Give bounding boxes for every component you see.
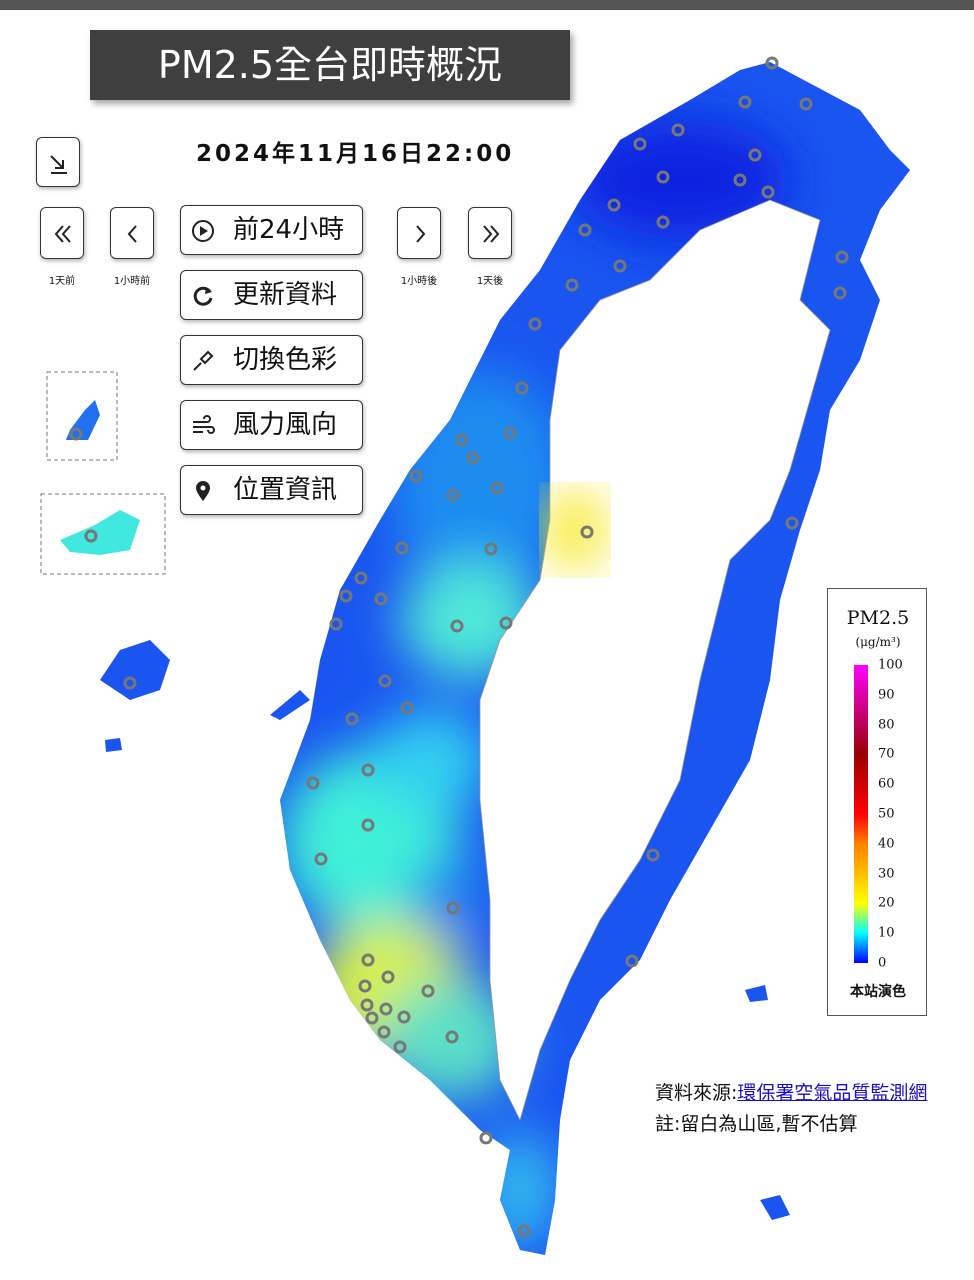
nav-button[interactable]	[40, 207, 84, 259]
menu-label: 更新資料	[233, 280, 338, 310]
legend-tick: 70	[878, 746, 895, 762]
legend-tick: 100	[878, 657, 903, 673]
legend-footer: 本站演色	[850, 984, 906, 1000]
nav-label: 1小時前	[113, 276, 151, 287]
source: 資料來源:環保署空氣品質監測網	[655, 1078, 927, 1105]
datetime: 2024年11月16日22:00	[196, 141, 515, 167]
inset-frame	[46, 371, 118, 461]
legend-tick: 0	[878, 955, 887, 971]
nav-label: 1小時後	[400, 276, 438, 287]
nav-button[interactable]	[468, 207, 512, 259]
menu-button[interactable]: 前24小時	[180, 205, 363, 255]
nav-button[interactable]	[397, 207, 441, 259]
source-label: 資料來源:	[655, 1082, 738, 1104]
legend-tick: 30	[878, 866, 895, 882]
stations	[69, 56, 849, 1238]
menu-button[interactable]: 切換色彩	[180, 335, 363, 385]
nav-button[interactable]	[110, 207, 154, 259]
inset-island	[60, 510, 140, 555]
menu-label: 位置資訊	[233, 475, 338, 505]
title: PM2.5全台即時概況	[90, 30, 570, 100]
legend-tick: 40	[878, 836, 895, 852]
legend-tick: 80	[878, 717, 895, 733]
legend-tick: 50	[878, 806, 895, 822]
menu-button[interactable]: 風力風向	[180, 400, 363, 450]
legend-tick: 90	[878, 687, 895, 703]
note: 註:留白為山區,暫不估算	[655, 1113, 858, 1135]
legend-tick: 60	[878, 776, 895, 792]
top-bar	[0, 0, 974, 10]
menu-button[interactable]: 更新資料	[180, 270, 363, 320]
color-bar	[854, 665, 868, 963]
menu-label: 前24小時	[233, 215, 345, 245]
menu-label: 風力風向	[233, 410, 338, 440]
collapse-button[interactable]	[36, 137, 80, 187]
source-link[interactable]: 環保署空氣品質監測網	[737, 1082, 928, 1104]
inset-frame	[40, 493, 166, 575]
legend-unit: (μg/m³)	[855, 635, 901, 649]
legend-tick: 20	[878, 895, 895, 911]
islands	[100, 640, 790, 1220]
nav-label: 1天前	[48, 276, 76, 287]
legend: PM2.5 (μg/m³) 本站演色 0 10 20 30 40 50 60 70 80 90 10…	[827, 588, 927, 1016]
menu-button[interactable]: 位置資訊	[180, 465, 363, 515]
nav-label: 1天後	[476, 276, 504, 287]
menu-label: 切換色彩	[233, 345, 338, 375]
legend-title: PM2.5	[846, 607, 910, 629]
legend-tick: 10	[878, 925, 895, 941]
